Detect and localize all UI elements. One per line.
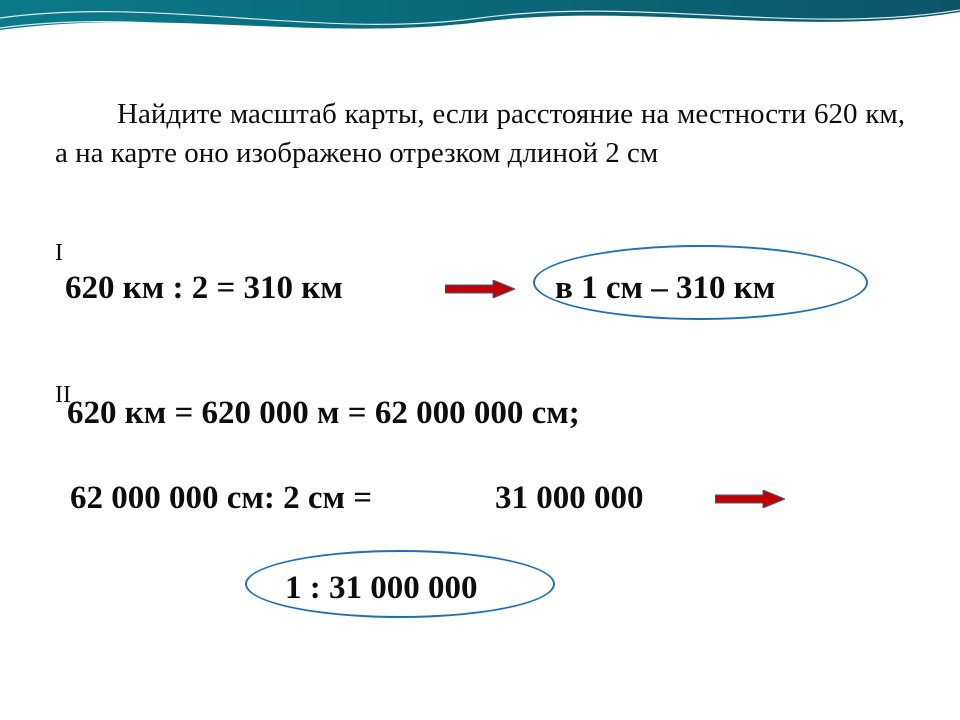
content-area: Найдите масштаб карты, если расстояние н… [55,95,905,191]
step3-right: 31 000 000 [495,480,644,517]
arrow-icon [715,490,785,513]
step1-right: в 1 см – 310 км [555,270,775,307]
header-wave-decoration [0,0,960,95]
label-method-1: I [55,240,63,267]
step1-left: 620 км : 2 = 310 км [65,270,343,307]
step3-left: 62 000 000 см: 2 см = [70,480,372,517]
step4: 1 : 31 000 000 [285,570,478,607]
step2: 620 км = 620 000 м = 62 000 000 см; [67,395,580,432]
arrow-icon [445,280,515,303]
problem-text: Найдите масштаб карты, если расстояние н… [55,95,905,173]
